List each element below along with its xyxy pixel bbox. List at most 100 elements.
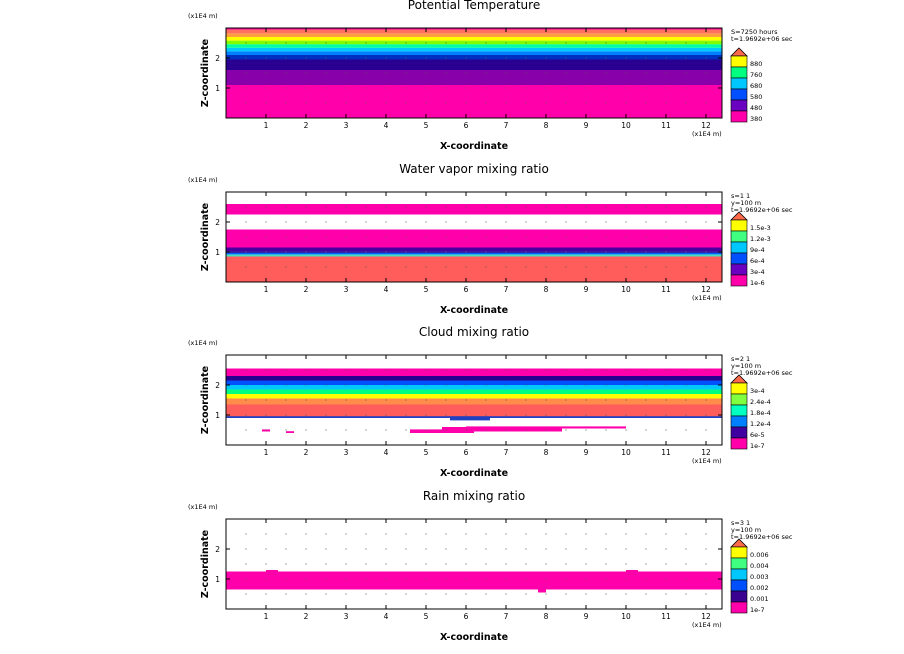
grid-dot: [365, 533, 367, 535]
grid-dot: [605, 206, 607, 208]
grid-dot: [285, 206, 287, 208]
grid-dot: [565, 266, 567, 268]
legend-label: 0.002: [750, 584, 769, 592]
grid-dot: [485, 236, 487, 238]
grid-dot: [625, 266, 627, 268]
grid-dot: [385, 429, 387, 431]
grid-dot: [285, 57, 287, 59]
grid-dot: [285, 221, 287, 223]
grid-dot: [425, 251, 427, 253]
legend-swatch: [730, 110, 748, 123]
grid-dot: [345, 236, 347, 238]
grid-dot: [345, 251, 347, 253]
panel-1: Potential Temperature(x1E4 m)1 2 3 4 5 6 7 8 9 10…: [188, 0, 793, 152]
contour-band: [226, 28, 722, 30]
grid-dot: [565, 369, 567, 371]
grid-dot: [685, 593, 687, 595]
info-text: y=100 m: [731, 362, 761, 370]
grid-dot: [465, 384, 467, 386]
grid-dot: [505, 533, 507, 535]
grid-dot: [365, 72, 367, 74]
grid-dot: [285, 369, 287, 371]
contour-band: [226, 204, 722, 215]
x-tick-label: 8: [544, 612, 549, 621]
grid-dot: [625, 57, 627, 59]
grid-dot: [665, 236, 667, 238]
x-tick-label: 7: [504, 612, 509, 621]
x-axis-label: X-coordinate: [440, 468, 508, 479]
grid-dot: [505, 593, 507, 595]
grid-dot: [625, 414, 627, 416]
grid-dot: [425, 593, 427, 595]
contour-patch: [266, 570, 278, 572]
grid-dot: [705, 399, 707, 401]
grid-dot: [325, 57, 327, 59]
grid-dot: [545, 42, 547, 44]
contour-band: [226, 44, 722, 48]
legend-swatch: [730, 77, 748, 90]
grid-dot: [485, 593, 487, 595]
grid-dot: [565, 533, 567, 535]
grid-dot: [665, 429, 667, 431]
grid-dot: [405, 578, 407, 580]
grid-dot: [405, 102, 407, 104]
x-tick-label: 11: [661, 612, 671, 621]
grid-dot: [345, 399, 347, 401]
grid-dot: [645, 266, 647, 268]
grid-dot: [345, 266, 347, 268]
grid-dot: [285, 399, 287, 401]
grid-dot: [485, 87, 487, 89]
grid-dot: [665, 593, 667, 595]
grid-dot: [605, 548, 607, 550]
grid-dot: [305, 578, 307, 580]
grid-dot: [425, 87, 427, 89]
grid-dot: [705, 533, 707, 535]
grid-dot: [665, 206, 667, 208]
grid-dot: [325, 251, 327, 253]
grid-dot: [525, 384, 527, 386]
grid-dot: [505, 548, 507, 550]
grid-dot: [505, 87, 507, 89]
grid-dot: [365, 563, 367, 565]
grid-dot: [605, 384, 607, 386]
grid-dot: [505, 414, 507, 416]
grid-dot: [645, 414, 647, 416]
y-axis-label: Z-coordinate: [200, 530, 211, 598]
grid-dot: [625, 399, 627, 401]
grid-dot: [425, 236, 427, 238]
legend-swatch: [730, 55, 748, 68]
grid-dot: [445, 251, 447, 253]
grid-dot: [665, 42, 667, 44]
grid-dot: [585, 251, 587, 253]
grid-dot: [385, 533, 387, 535]
grid-dot: [245, 548, 247, 550]
grid-dot: [445, 369, 447, 371]
grid-dot: [605, 251, 607, 253]
grid-dot: [685, 102, 687, 104]
legend-swatch: [730, 66, 748, 79]
grid-dot: [485, 206, 487, 208]
grid-dot: [285, 102, 287, 104]
chart-title: Rain mixing ratio: [423, 489, 525, 503]
grid-dot: [285, 548, 287, 550]
grid-dot: [665, 384, 667, 386]
grid-dot: [465, 533, 467, 535]
grid-dot: [505, 578, 507, 580]
legend-label: 580: [750, 93, 762, 101]
grid-dot: [385, 548, 387, 550]
grid-dot: [645, 548, 647, 550]
panel-3: Cloud mixing ratio(x1E4 m)1 2 3 4 5 6 7 8 9 10 11 1…: [188, 325, 793, 479]
grid-dot: [665, 563, 667, 565]
contour-patch: [626, 570, 638, 572]
grid-dot: [405, 206, 407, 208]
grid-dot: [425, 578, 427, 580]
grid-dot: [585, 429, 587, 431]
legend-label: 2.4e-4: [750, 398, 771, 406]
grid-dot: [685, 578, 687, 580]
x-unit-label: (x1E4 m): [692, 621, 722, 629]
legend-swatch: [730, 415, 748, 428]
y-tick-label: 1: [215, 84, 220, 93]
grid-dot: [265, 57, 267, 59]
x-tick-label: 12: [701, 121, 711, 130]
info-text: y=100 m: [731, 526, 761, 534]
